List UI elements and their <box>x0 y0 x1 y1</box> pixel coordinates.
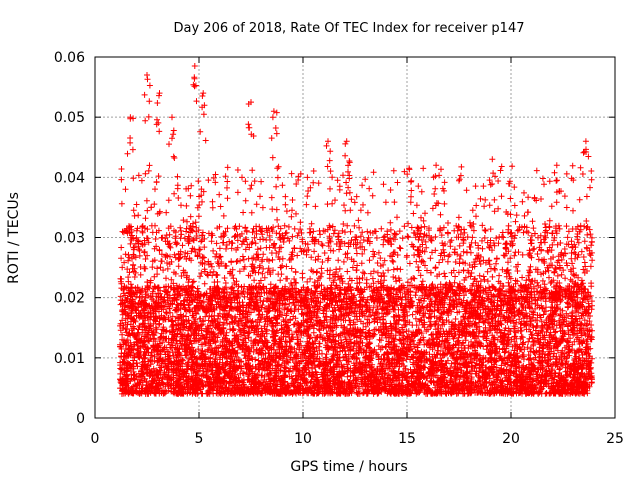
y-tick-label: 0.06 <box>54 50 85 66</box>
y-tick-label: 0.03 <box>54 231 85 247</box>
y-tick-label: 0.04 <box>54 170 85 186</box>
x-tick-label: 15 <box>398 431 416 447</box>
y-axis-label: ROTI / TECUs <box>6 192 22 284</box>
y-tick-label: 0 <box>76 411 85 427</box>
y-tick-label: 0.01 <box>54 351 85 367</box>
x-axis-label: GPS time / hours <box>290 459 407 475</box>
y-tick-label: 0.02 <box>54 291 85 307</box>
axis-ticks: 0 5 10 15 20 25 0 0.01 0.02 0.03 0.04 0.05 0.06 <box>54 50 624 447</box>
scatter-markers <box>117 63 596 397</box>
data-points <box>117 63 596 397</box>
x-tick-label: 5 <box>195 431 204 447</box>
x-tick-label: 25 <box>606 431 624 447</box>
x-tick-label: 10 <box>294 431 312 447</box>
x-tick-label: 20 <box>502 431 520 447</box>
chart-title: Day 206 of 2018, Rate Of TEC Index for r… <box>174 21 525 36</box>
y-tick-label: 0.05 <box>54 110 85 126</box>
x-tick-label: 0 <box>91 431 100 447</box>
